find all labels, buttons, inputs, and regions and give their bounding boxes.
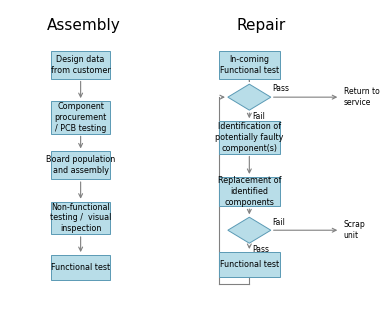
Text: In-coming
Functional test: In-coming Functional test xyxy=(220,55,279,75)
Text: Functional test: Functional test xyxy=(220,260,279,269)
Text: Board population
and assembly: Board population and assembly xyxy=(46,155,115,175)
FancyBboxPatch shape xyxy=(219,177,280,206)
Text: Replacement of
identified
components: Replacement of identified components xyxy=(218,176,281,207)
Text: Component
procurement
/ PCB testing: Component procurement / PCB testing xyxy=(54,102,107,133)
Text: Non-functional
testing /  visual
inspection: Non-functional testing / visual inspecti… xyxy=(50,203,111,233)
FancyBboxPatch shape xyxy=(219,51,280,78)
Text: Pass: Pass xyxy=(252,245,269,254)
Text: Fail: Fail xyxy=(252,112,265,121)
FancyBboxPatch shape xyxy=(219,121,280,154)
Text: Scrap
unit: Scrap unit xyxy=(344,220,365,240)
Text: Fail: Fail xyxy=(273,217,286,226)
Polygon shape xyxy=(228,84,271,110)
Text: Identification of
potentially faulty
component(s): Identification of potentially faulty com… xyxy=(215,122,284,153)
Text: Pass: Pass xyxy=(273,84,290,94)
FancyBboxPatch shape xyxy=(51,51,110,78)
Text: Return to
service: Return to service xyxy=(344,87,379,107)
FancyBboxPatch shape xyxy=(51,255,110,280)
Text: Design data
from customer: Design data from customer xyxy=(51,55,111,75)
FancyBboxPatch shape xyxy=(51,202,110,234)
Text: Functional test: Functional test xyxy=(51,263,110,272)
FancyBboxPatch shape xyxy=(219,252,280,277)
Text: Assembly: Assembly xyxy=(47,18,121,33)
Text: Repair: Repair xyxy=(236,18,286,33)
FancyBboxPatch shape xyxy=(51,101,110,134)
Polygon shape xyxy=(228,217,271,243)
FancyBboxPatch shape xyxy=(51,151,110,179)
